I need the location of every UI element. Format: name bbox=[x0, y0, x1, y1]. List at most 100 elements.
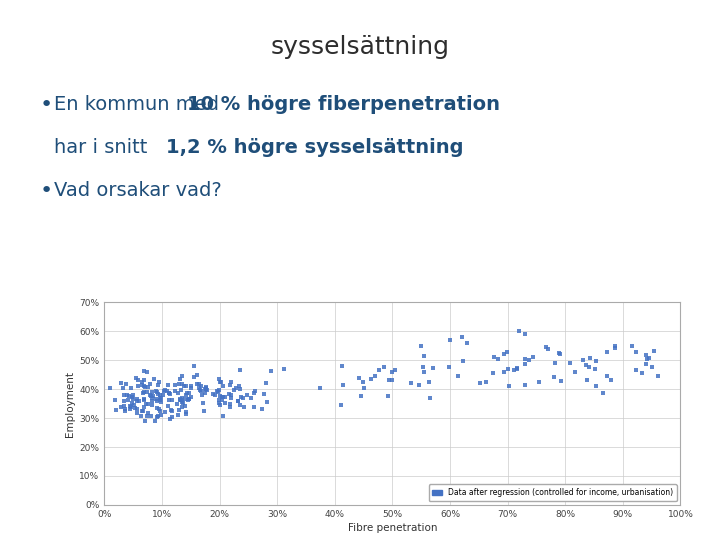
Point bbox=[123, 392, 135, 401]
Point bbox=[169, 381, 181, 389]
Point bbox=[172, 389, 184, 397]
Point bbox=[234, 384, 246, 393]
Point bbox=[145, 380, 156, 388]
Point bbox=[176, 386, 187, 394]
Point bbox=[213, 375, 225, 383]
Point bbox=[523, 356, 535, 364]
Point bbox=[141, 368, 153, 376]
Point bbox=[191, 380, 202, 389]
Point bbox=[188, 373, 199, 381]
Point bbox=[174, 396, 186, 405]
Point bbox=[577, 356, 589, 365]
Point bbox=[369, 372, 380, 380]
Point bbox=[428, 364, 439, 373]
Point bbox=[183, 395, 194, 404]
Point bbox=[353, 373, 364, 382]
Point bbox=[534, 378, 545, 387]
Point bbox=[256, 404, 268, 413]
Point bbox=[214, 377, 225, 386]
Point bbox=[641, 355, 652, 363]
Point bbox=[140, 400, 151, 408]
Point bbox=[233, 397, 244, 406]
Text: •: • bbox=[40, 94, 53, 114]
Point bbox=[184, 395, 195, 404]
Point bbox=[146, 397, 158, 406]
Point bbox=[609, 343, 621, 352]
Point bbox=[458, 356, 469, 365]
Point bbox=[646, 362, 657, 371]
Point bbox=[184, 389, 195, 397]
Point bbox=[156, 410, 167, 419]
Point bbox=[630, 348, 642, 356]
Legend: Data after regression (controlled for income, urbanisation): Data after regression (controlled for in… bbox=[428, 484, 677, 501]
Point bbox=[173, 379, 184, 388]
Point bbox=[444, 336, 456, 345]
Point bbox=[166, 396, 178, 404]
Point bbox=[138, 387, 150, 396]
Point bbox=[146, 388, 158, 396]
Point bbox=[127, 394, 139, 403]
Point bbox=[151, 396, 163, 405]
Point bbox=[456, 333, 467, 341]
Point bbox=[151, 413, 163, 421]
Point bbox=[154, 396, 166, 404]
Point bbox=[138, 367, 150, 375]
Point bbox=[138, 395, 150, 404]
Point bbox=[132, 397, 143, 406]
Point bbox=[117, 383, 129, 392]
Point bbox=[154, 390, 166, 399]
Point bbox=[640, 350, 652, 359]
Point bbox=[606, 376, 617, 384]
Point bbox=[223, 390, 235, 399]
Point bbox=[501, 348, 513, 357]
Point bbox=[237, 394, 248, 402]
Point bbox=[626, 341, 637, 350]
Text: Vad orsakar vad?: Vad orsakar vad? bbox=[54, 181, 222, 200]
Point bbox=[548, 373, 559, 381]
Point bbox=[171, 399, 183, 408]
Point bbox=[513, 327, 525, 336]
Point bbox=[193, 380, 204, 389]
Point bbox=[649, 347, 660, 356]
Point bbox=[124, 405, 135, 414]
Point bbox=[258, 389, 270, 398]
Point bbox=[474, 379, 486, 387]
Point bbox=[631, 365, 642, 374]
Point bbox=[147, 394, 158, 403]
Point bbox=[145, 390, 156, 399]
Point bbox=[143, 400, 154, 408]
Point bbox=[214, 395, 225, 404]
Point bbox=[176, 403, 188, 411]
Point bbox=[157, 391, 168, 400]
Point bbox=[585, 353, 596, 362]
Text: sysselsättning: sysselsättning bbox=[271, 35, 449, 59]
Point bbox=[423, 378, 435, 387]
Point bbox=[162, 381, 174, 389]
Point bbox=[583, 362, 595, 371]
Point bbox=[212, 387, 223, 395]
Point bbox=[386, 376, 397, 384]
Point bbox=[179, 402, 191, 410]
Point bbox=[519, 330, 531, 339]
Point bbox=[126, 399, 138, 407]
Point bbox=[600, 372, 612, 380]
Point bbox=[153, 390, 164, 399]
Point bbox=[153, 411, 164, 420]
Point bbox=[480, 378, 492, 387]
Point bbox=[152, 403, 163, 412]
Point bbox=[125, 403, 137, 411]
Point bbox=[116, 379, 127, 387]
Point bbox=[511, 364, 523, 373]
Point bbox=[225, 393, 237, 402]
Point bbox=[174, 406, 185, 415]
Point bbox=[179, 394, 191, 403]
Point bbox=[610, 342, 621, 350]
Point bbox=[153, 381, 164, 389]
Point bbox=[193, 384, 204, 393]
Point bbox=[194, 386, 205, 394]
Point bbox=[232, 396, 243, 405]
Point bbox=[359, 383, 370, 392]
Point bbox=[159, 408, 171, 416]
Point bbox=[233, 381, 245, 390]
Point bbox=[219, 393, 230, 401]
